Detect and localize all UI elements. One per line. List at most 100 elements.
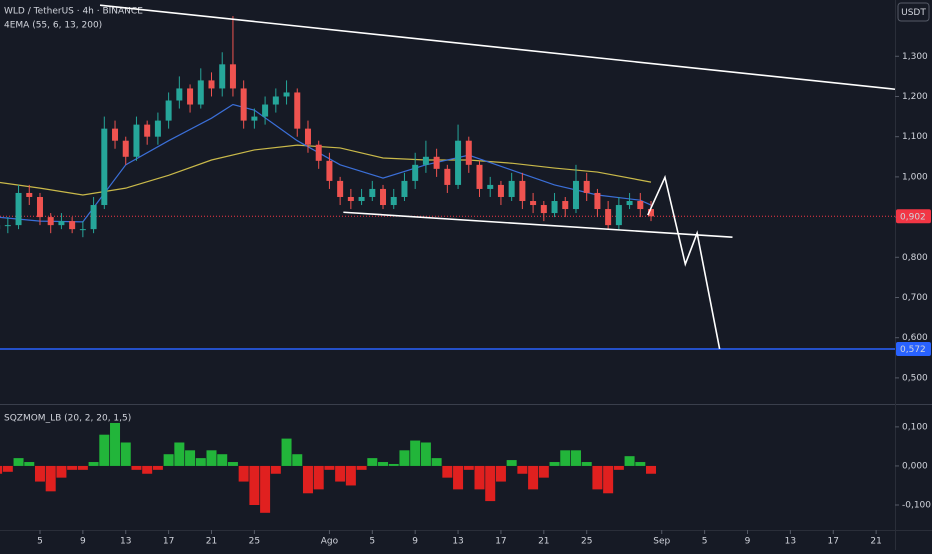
candle-body <box>541 205 547 213</box>
momentum-bar <box>560 450 570 466</box>
candle-body <box>112 129 118 141</box>
momentum-bar <box>99 435 109 466</box>
candle-body <box>369 189 375 197</box>
candle-body <box>562 201 568 209</box>
momentum-bar <box>539 466 549 478</box>
momentum-bar <box>324 466 334 470</box>
momentum-bar <box>389 464 399 466</box>
candle-body <box>444 169 450 185</box>
candle-body <box>498 185 504 197</box>
candle-body <box>326 161 332 181</box>
momentum-bar <box>303 466 313 493</box>
candle-body <box>26 193 32 197</box>
candle-body <box>91 205 97 229</box>
x-tick-label: Sep <box>653 537 670 547</box>
y-tick-label: 1,100 <box>902 132 928 142</box>
x-tick-label: 5 <box>37 537 43 547</box>
momentum-bar <box>614 466 624 470</box>
x-tick-label: 25 <box>249 537 260 547</box>
price-tag-label: 0,902 <box>900 212 926 222</box>
momentum-bar <box>292 454 302 466</box>
momentum-bar <box>464 466 474 470</box>
candle-body <box>230 64 236 88</box>
candle-body <box>594 193 600 209</box>
momentum-bar <box>496 466 506 482</box>
candle-body <box>552 201 558 213</box>
candle-body <box>584 181 590 193</box>
candle-body <box>219 64 225 88</box>
candle-body <box>284 92 290 96</box>
candle-body <box>391 197 397 205</box>
x-tick-label: 17 <box>163 537 174 547</box>
candle-body <box>209 80 215 88</box>
momentum-bar <box>131 466 141 470</box>
candle-body <box>423 157 429 165</box>
candle-body <box>412 165 418 181</box>
momentum-bar <box>485 466 495 501</box>
momentum-bar <box>625 456 635 466</box>
momentum-bar <box>153 466 163 470</box>
momentum-bar <box>196 458 206 466</box>
momentum-bar <box>646 466 656 474</box>
candle-body <box>455 141 461 185</box>
x-tick-label: 5 <box>369 537 375 547</box>
candle-body <box>241 88 247 120</box>
momentum-bar <box>432 458 442 466</box>
momentum-bar <box>217 454 227 466</box>
x-tick-label: 13 <box>785 537 796 547</box>
momentum-bar <box>421 443 431 466</box>
x-tick-label: 13 <box>120 537 131 547</box>
unit-label: USDT <box>901 8 926 18</box>
candle-body <box>187 88 193 104</box>
momentum-bar <box>335 466 345 482</box>
momentum-bar <box>603 466 613 493</box>
candle-body <box>487 185 493 189</box>
x-tick-label: Ago <box>321 537 339 547</box>
momentum-bar <box>582 462 592 466</box>
y-tick-label: 0,000 <box>902 461 928 471</box>
momentum-bar <box>453 466 463 489</box>
momentum-bar <box>635 462 645 466</box>
momentum-bar <box>357 466 367 470</box>
candle-body <box>348 197 354 201</box>
y-tick-label: 0,500 <box>902 373 928 383</box>
x-tick-label: 9 <box>80 537 86 547</box>
momentum-bar <box>528 466 538 489</box>
x-tick-label: 25 <box>581 537 592 547</box>
momentum-bar <box>121 443 131 466</box>
y-tick-label: 0,700 <box>902 293 928 303</box>
candle-body <box>101 129 107 205</box>
candle-body <box>144 125 150 137</box>
x-tick-label: 13 <box>452 537 463 547</box>
momentum-bar <box>442 466 452 478</box>
candle-body <box>133 125 139 157</box>
momentum-bar <box>249 466 259 505</box>
candle-body <box>476 165 482 189</box>
momentum-bar <box>14 458 24 466</box>
momentum-bar <box>174 443 184 466</box>
x-tick-label: 21 <box>206 537 217 547</box>
momentum-bar <box>367 458 377 466</box>
x-tick-label: 17 <box>495 537 506 547</box>
momentum-bar <box>399 450 409 466</box>
candle-body <box>48 217 54 225</box>
momentum-bar <box>271 466 281 474</box>
y-tick-label: 0,600 <box>902 333 928 343</box>
candle-body <box>466 141 472 165</box>
momentum-bar <box>35 466 45 482</box>
candle-body <box>251 117 257 121</box>
momentum-bar <box>378 462 388 466</box>
candle-body <box>155 121 161 137</box>
y-tick-label: -0,100 <box>902 501 931 511</box>
candle-body <box>198 80 204 104</box>
candle-body <box>637 201 643 209</box>
candle-body <box>69 221 75 229</box>
candle-body <box>316 145 322 161</box>
x-tick-label: 17 <box>828 537 839 547</box>
momentum-bar <box>0 466 2 474</box>
indicator-label: SQZMOM_LB (20, 2, 20, 1,5) <box>4 414 131 424</box>
candle-body <box>359 197 365 201</box>
momentum-bar <box>410 441 420 466</box>
momentum-bar <box>474 466 484 489</box>
